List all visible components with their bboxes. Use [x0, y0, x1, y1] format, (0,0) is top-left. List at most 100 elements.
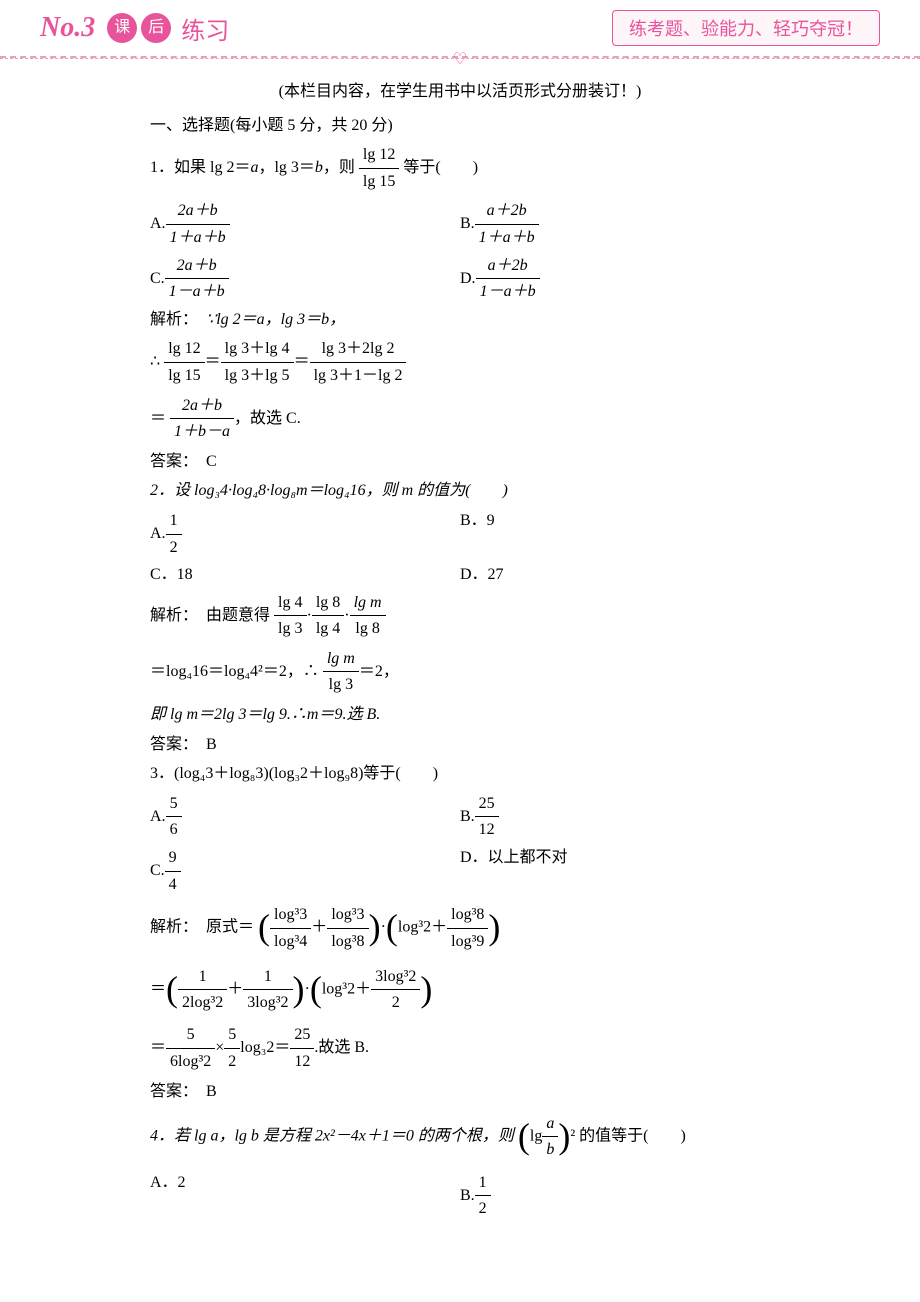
q3-analysis-l3: ＝56log³2×52log₃2＝2512.故选 B.: [150, 1022, 770, 1074]
circle-icon-1: 课: [107, 13, 137, 43]
q2-stem: 2．设 log₃4·log₄8·log₈m＝log₄16，则 m 的值为( ): [150, 478, 770, 504]
q1-f4b: 1＋b－a: [170, 419, 234, 445]
q2-f3t: lg m: [350, 590, 386, 617]
q1-f1b: lg 15: [164, 363, 204, 389]
q3-bd: 12: [475, 817, 499, 843]
q3-l3c: log₃2: [240, 1039, 274, 1056]
q1-b-num: a＋2b: [475, 198, 539, 225]
q1-al: 解析：: [150, 311, 190, 328]
q3-al: A.: [150, 808, 166, 825]
q3-l2dt: 3log³2: [371, 964, 420, 991]
q4-bt: 1: [475, 1170, 491, 1197]
q3-answer: 答案： B: [150, 1079, 770, 1105]
q1-a-num: 2a＋b: [166, 198, 230, 225]
q1-frac: lg 12lg 15: [359, 142, 399, 194]
q3-cd: 4: [165, 872, 181, 898]
q3-ansl: 答案：: [150, 1083, 190, 1100]
q2-opt-b: B．9: [460, 508, 770, 560]
q2-f1b: lg 3: [274, 616, 306, 642]
q3-bt: 25: [475, 791, 499, 818]
q3-ad: 6: [166, 817, 182, 843]
q3-p1ab: log³4: [270, 929, 311, 955]
q1-al3e: ，故选 C.: [234, 409, 301, 426]
q1-opt-b: B.a＋2b1＋a＋b: [460, 198, 770, 250]
q3-l3dt: 25: [290, 1022, 314, 1049]
q4-ib: b: [542, 1137, 558, 1163]
q4-options-ab: A．2 B.12: [150, 1170, 770, 1222]
q1-f3b: lg 3＋1－lg 2: [310, 363, 407, 389]
header-title: 练习: [181, 11, 229, 46]
q1-a-den: 1＋a＋b: [166, 225, 230, 251]
q3-bl: B.: [460, 808, 475, 825]
q4-pre: 4．若 lg a，lg b 是方程 2x²－4x＋1＝0 的两个根，则: [150, 1128, 514, 1145]
q3-opt-b: B.2512: [460, 791, 770, 843]
q2-ab: 2: [166, 535, 182, 561]
q1-options-ab: A.2a＋b1＋a＋b B.a＋2b1＋a＋b: [150, 198, 770, 250]
q4-opt-b: B.12: [460, 1170, 770, 1222]
q3-l2bb: 3log³2: [243, 990, 292, 1016]
dashed-line: ♡: [0, 58, 920, 59]
q1-b: b: [315, 159, 323, 176]
q4-mid: ² 的值等于( ): [570, 1128, 685, 1145]
q2-ans: B: [206, 736, 217, 753]
q2-l2p: ＝log₄16＝log₄4²＝2，∴: [150, 663, 319, 680]
q4-stem: 4．若 lg a，lg b 是方程 2x²－4x＋1＝0 的两个根，则 (lga…: [150, 1108, 770, 1166]
q3-l3ab: 6log³2: [166, 1049, 215, 1075]
header-icons: 课 后: [105, 13, 173, 43]
q2-answer: 答案： B: [150, 732, 770, 758]
q1-c-num: 2a＋b: [165, 253, 229, 280]
q1-f3t: lg 3＋2lg 2: [310, 336, 407, 363]
content: (本栏目内容，在学生用书中以活页形式分册装订！) 一、选择题(每小题 5 分，共…: [0, 59, 920, 1264]
q3-p1bt: log³3: [327, 902, 368, 929]
q3-l2db: 2: [371, 990, 420, 1016]
q3-l3e: .故选 B.: [314, 1039, 369, 1056]
q1-analysis-l3: ＝ 2a＋b1＋b－a，故选 C.: [150, 393, 770, 445]
q2-opt-d: D．27: [460, 562, 770, 588]
q1-al2p: ∴: [150, 353, 160, 370]
q3-opt-c: C.94: [150, 845, 460, 897]
q1-f4t: 2a＋b: [170, 393, 234, 420]
q3-l2ab: 2log³2: [178, 990, 227, 1016]
q2-f4t: lg m: [323, 646, 359, 673]
q1-opt-d: D.a＋2b1－a＋b: [460, 253, 770, 305]
q3-analysis-l1: 解析： 原式＝ (log³3log³4＋log³3log³8)·(log³2＋l…: [150, 899, 770, 957]
q2-analysis-l2: ＝log₄16＝log₄4²＝2，∴ lg mlg 3＝2，: [150, 646, 770, 698]
q3-p1at: log³3: [270, 902, 311, 929]
q3-options-ab: A.56 B.2512: [150, 791, 770, 843]
q2-options-cd: C．18 D．27: [150, 562, 770, 588]
q1-f2b: lg 3＋lg 5: [221, 363, 294, 389]
q4-opt-a: A．2: [150, 1170, 460, 1222]
q1-ansl: 答案：: [150, 453, 190, 470]
q2-l2e: ＝2，: [359, 663, 399, 680]
q2-opt-a: A.12: [150, 508, 460, 560]
q3-l2at: 1: [178, 964, 227, 991]
q1-c-den: 1－a＋b: [165, 279, 229, 305]
q1-opt-c: C.2a＋b1－a＋b: [150, 253, 460, 305]
q1-opt-a: A.2a＋b1＋a＋b: [150, 198, 460, 250]
q2-f2t: lg 8: [312, 590, 344, 617]
q2-f1t: lg 4: [274, 590, 306, 617]
q3-l1p: 原式＝: [206, 919, 254, 936]
q3-l2c: log³2: [322, 980, 355, 997]
q2-f2b: lg 4: [312, 616, 344, 642]
q3-options-cd: C.94 D．以上都不对: [150, 845, 770, 897]
q3-p2bb: log³9: [447, 929, 488, 955]
q3-stem: 3．(log₄3＋log₈3)(log₃2＋log₉8)等于( ): [150, 761, 770, 787]
q3-analysis-l2: ＝(12log³2＋13log³2)·(log³2＋3log³22): [150, 961, 770, 1019]
q1-frac-bot: lg 15: [359, 169, 399, 195]
q1-mid: ，lg 3＝: [258, 159, 314, 176]
q3-opt-a: A.56: [150, 791, 460, 843]
q3-at: 5: [166, 791, 182, 818]
q1-answer: 答案： C: [150, 449, 770, 475]
q1-analysis-l2: ∴ lg 12lg 15＝lg 3＋lg 4lg 3＋lg 5＝lg 3＋2lg…: [150, 336, 770, 388]
q3-ct: 9: [165, 845, 181, 872]
q2-f3b: lg 8: [350, 616, 386, 642]
q1-frac-top: lg 12: [359, 142, 399, 169]
header-no: No.3: [40, 12, 95, 44]
q2-al: A.: [150, 525, 166, 542]
section-title: 一、选择题(每小题 5 分，共 20 分): [150, 113, 770, 139]
q4-bb: 2: [475, 1196, 491, 1222]
q1-d-num: a＋2b: [476, 253, 540, 280]
q1-ans: C: [206, 453, 217, 470]
note: (本栏目内容，在学生用书中以活页形式分册装订！): [150, 79, 770, 105]
